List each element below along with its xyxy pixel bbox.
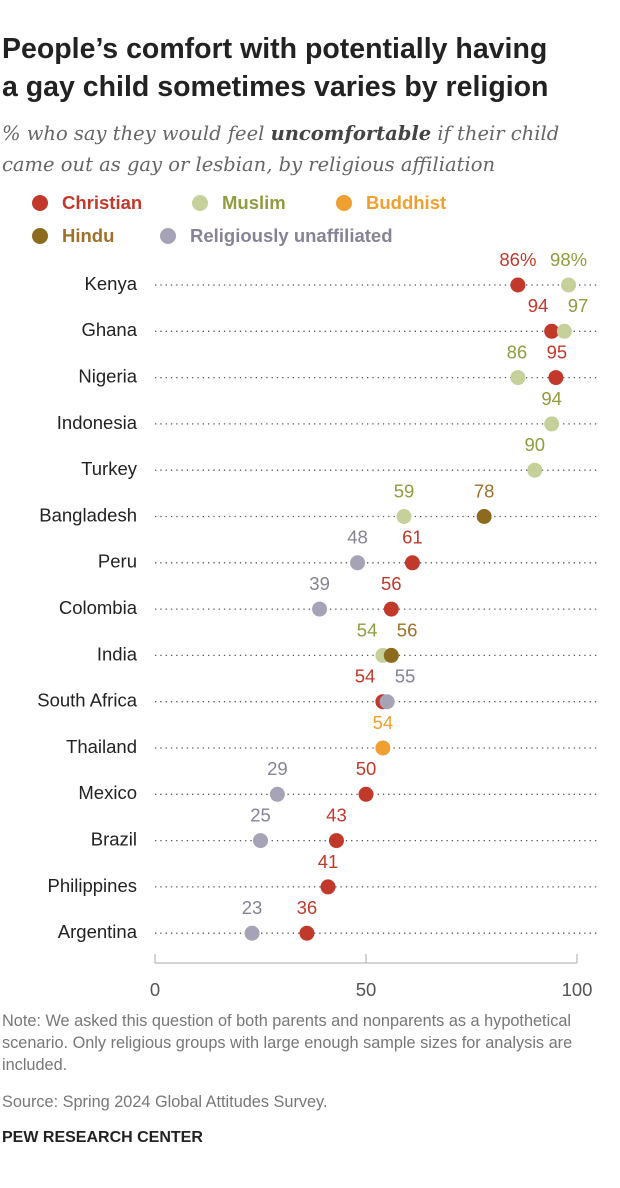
value-label: 94 (541, 388, 562, 409)
footer: PEW RESEARCH CENTER (2, 1129, 203, 1146)
value-label: 54 (373, 712, 394, 733)
x-tick-label: 50 (356, 979, 377, 1000)
dot (383, 601, 399, 617)
category-label: Peru (98, 551, 137, 572)
dot (328, 833, 344, 849)
dot (379, 694, 395, 710)
category-label: Bangladesh (39, 504, 137, 525)
value-label: 54 (355, 666, 376, 687)
source: Source: Spring 2024 Global Attitudes Sur… (2, 1093, 328, 1111)
legend-swatch (32, 228, 48, 244)
category-label: Argentina (58, 921, 138, 942)
legend-swatch (32, 195, 48, 211)
dot (320, 879, 336, 895)
category-label: India (97, 643, 138, 664)
category-label: Colombia (59, 597, 138, 618)
value-label: 56 (397, 619, 418, 640)
subtitle-emphasis: uncomfortable (270, 122, 432, 145)
chart-title: People’s comfort with potentially having… (2, 30, 548, 106)
title-line: a gay child sometimes varies by religion (2, 71, 549, 103)
value-label: 97 (568, 295, 589, 316)
dot (404, 555, 420, 571)
category-label: Philippines (48, 875, 137, 896)
chart: Christian Muslim Buddhist Hindu Religiously … (32, 192, 600, 1000)
category-label: Brazil (91, 828, 137, 849)
legend-label: Buddhist (366, 192, 446, 213)
value-label: 95 (547, 341, 568, 362)
category-label: Ghana (81, 319, 137, 340)
dot (510, 370, 526, 386)
category-label: Turkey (81, 458, 138, 479)
category-label: Mexico (78, 782, 137, 803)
dot (510, 277, 526, 293)
value-label: 55 (395, 666, 416, 687)
dot (561, 277, 577, 293)
value-label: 23 (242, 897, 263, 918)
value-label: 41 (318, 851, 339, 872)
value-label: 54 (357, 619, 378, 640)
dot (556, 323, 572, 339)
note: Note: We asked this question of both par… (2, 1012, 573, 1074)
subtitle-part: % who say they would feel (2, 122, 271, 145)
category-label: South Africa (37, 690, 137, 711)
value-label: 36 (297, 897, 318, 918)
title-line: People’s comfort with potentially having (2, 33, 548, 65)
category-label: Thailand (66, 736, 137, 757)
subtitle-part: if their child came out as gay or lesbia… (2, 122, 560, 176)
legend-label: Hindu (62, 225, 114, 246)
x-tick-label: 0 (150, 979, 160, 1000)
value-label: 43 (326, 804, 347, 825)
dot (358, 786, 374, 802)
legend-swatch (336, 195, 352, 211)
dot (396, 509, 412, 524)
value-label: 98% (550, 249, 587, 270)
legend-label: Christian (62, 192, 142, 213)
dot (375, 740, 391, 756)
value-label: 61 (402, 527, 423, 548)
dot (527, 462, 543, 478)
value-label: 59 (394, 480, 415, 501)
dot (299, 925, 315, 941)
legend-swatch (160, 228, 176, 244)
subtitle: % who say they would feel uncomfortable … (2, 118, 612, 180)
value-label: 86 (507, 341, 528, 362)
x-tick-label: 100 (562, 979, 593, 1000)
value-label: 56 (381, 573, 402, 594)
dot (253, 833, 268, 849)
dot (350, 555, 366, 571)
value-label: 48 (347, 527, 368, 548)
dot (476, 509, 492, 524)
dot (269, 786, 285, 802)
value-label: 39 (309, 573, 330, 594)
category-label: Kenya (85, 273, 138, 294)
value-label: 29 (267, 758, 288, 779)
value-label: 50 (356, 758, 377, 779)
value-label: 94 (528, 295, 549, 316)
dot (244, 925, 260, 941)
value-label: 90 (525, 434, 546, 455)
value-label: 25 (250, 804, 271, 825)
legend-label: Muslim (222, 192, 286, 213)
dot (544, 323, 560, 339)
dot (544, 416, 560, 432)
value-label: 86% (499, 249, 536, 270)
value-label: 78 (474, 480, 495, 501)
dot (383, 647, 399, 663)
category-label: Nigeria (78, 365, 137, 386)
legend-label: Religiously unaffiliated (190, 225, 393, 246)
dot (548, 370, 564, 386)
legend-swatch (192, 195, 208, 211)
category-label: Indonesia (57, 412, 138, 433)
dot (312, 601, 328, 617)
